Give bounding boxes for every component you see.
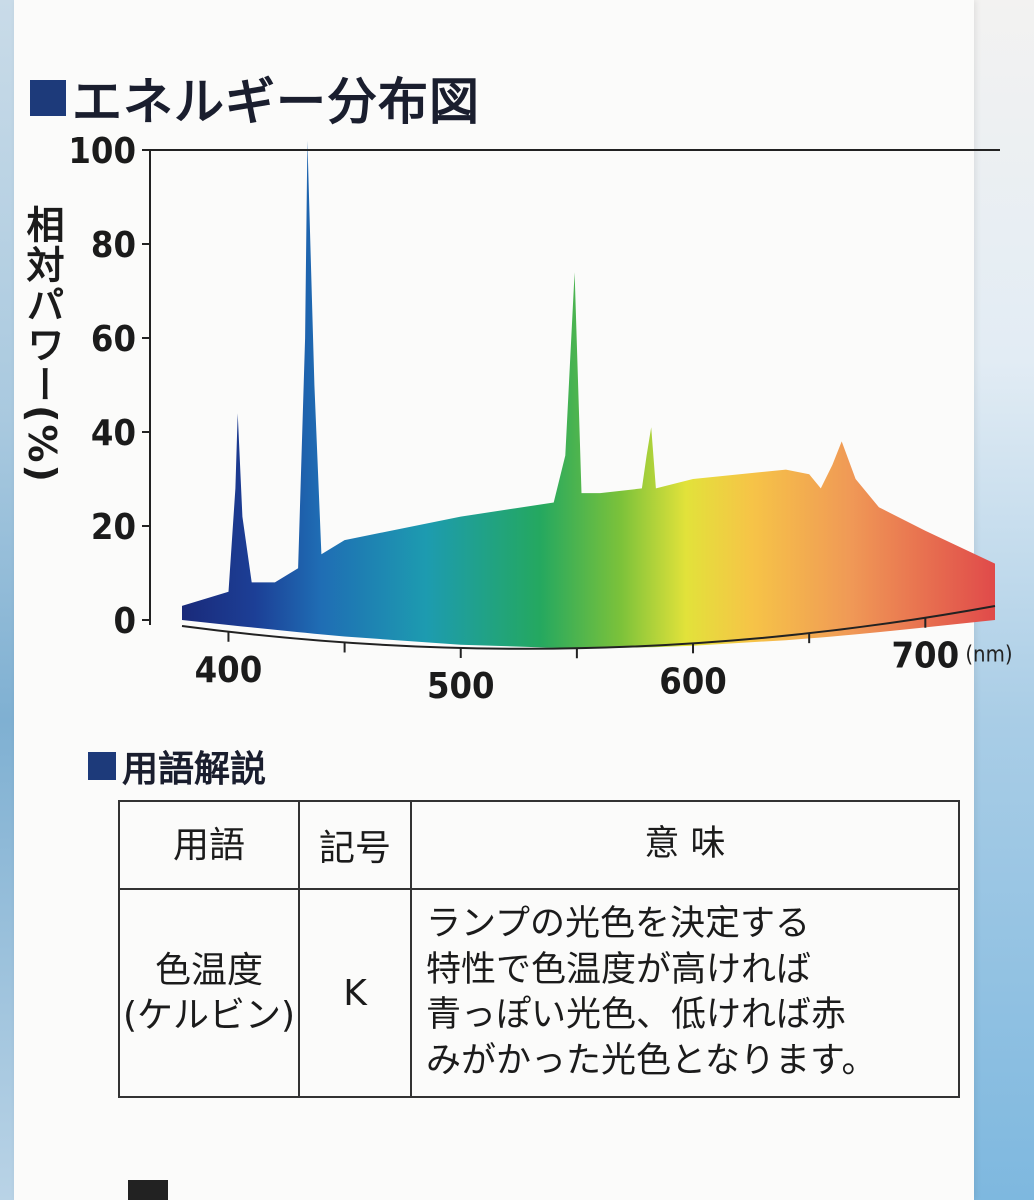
x-ticks: 400 500 600 700 (195, 617, 960, 707)
x-tick-label: 700 (892, 636, 960, 677)
spectrum-area (182, 140, 995, 648)
meaning-line: みがかった光色となります。 (426, 1040, 877, 1081)
y-tick-label: 40 (91, 413, 136, 454)
x-axis-curve (181, 605, 996, 650)
energy-distribution-heading: エネルギー分布図 (30, 62, 480, 134)
terms-title: 用語解説 (122, 749, 267, 790)
meaning-line: 青っぽい光色、低ければ赤 (426, 995, 847, 1035)
terms-heading: 用語解説 (88, 740, 266, 792)
meaning-line: 特性で色温度が高ければ (426, 949, 812, 990)
y-tick-label: 80 (91, 225, 136, 266)
term-name: 色温度 (154, 950, 263, 991)
heading-square-icon (88, 752, 116, 780)
heading-square-icon (30, 80, 66, 116)
next-section-marker (128, 1180, 168, 1200)
spectrum-chart: 0 20 40 60 80 100 400 500 600 700 (nm) (68, 131, 1012, 707)
table-row: 色温度 (ケルビン) K ランプの光色を決定する 特性で色温度が高ければ 青っぽ… (118, 888, 960, 1098)
term-cell: 色温度 (ケルビン) (118, 888, 300, 1098)
meaning-line: ランプの光色を決定する (426, 904, 810, 944)
y-tick-label: 100 (68, 131, 136, 172)
x-axis-unit: (nm) (965, 643, 1012, 668)
term-reading: (ケルビン) (122, 995, 296, 1036)
x-tick-label: 600 (659, 661, 727, 702)
x-tick-label: 500 (427, 666, 495, 707)
y-tick-label: 60 (91, 319, 136, 360)
y-tick-label: 20 (91, 507, 136, 548)
chart-y-axis-label: 相対パワー(%) (20, 205, 64, 484)
x-tick-label: 400 (195, 650, 263, 691)
terms-table: 用語 記号 意 味 色温度 (ケルビン) K ランプの光色を決定する 特性で色温… (118, 800, 960, 1098)
terms-header-row: 用語 記号 意 味 (118, 800, 960, 890)
energy-distribution-title: エネルギー分布図 (72, 73, 480, 131)
header-meaning: 意 味 (410, 800, 960, 890)
meaning-cell: ランプの光色を決定する 特性で色温度が高ければ 青っぽい光色、低ければ赤 みがか… (410, 888, 960, 1098)
y-ticks: 0 20 40 60 80 100 (68, 131, 150, 642)
symbol-cell: K (298, 888, 412, 1098)
y-tick-label: 0 (113, 601, 136, 642)
header-term: 用語 (118, 800, 300, 890)
header-symbol: 記号 (298, 800, 412, 890)
